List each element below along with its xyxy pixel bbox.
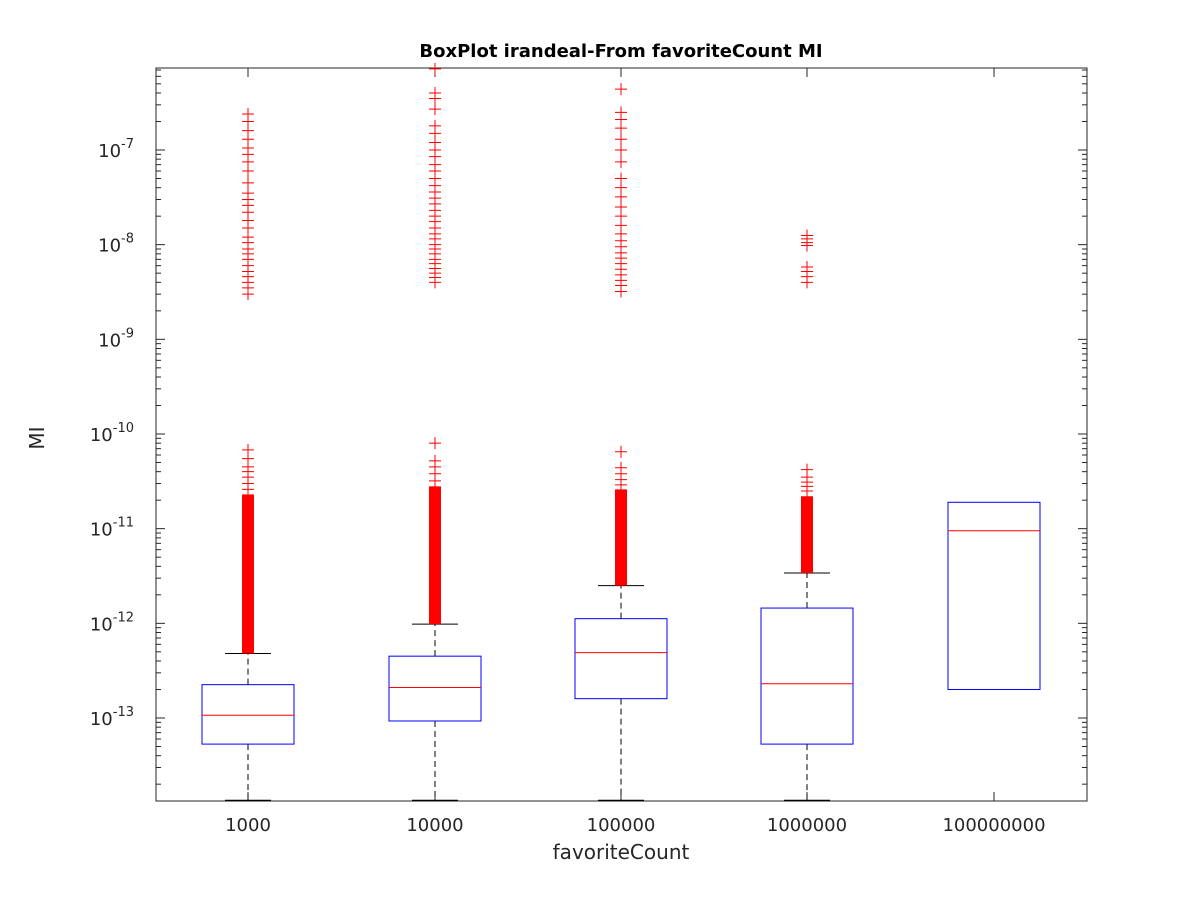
outlier-marker: [615, 144, 627, 156]
outlier-marker: [801, 229, 813, 242]
x-tick-label: 1000000: [767, 815, 847, 836]
outlier-marker: [615, 133, 627, 146]
box: [760, 607, 854, 745]
y-tick-label: 10-9: [98, 326, 134, 351]
box-series: [201, 62, 1041, 802]
outlier-marker: [242, 443, 254, 456]
x-axis-label: favoriteCount: [553, 840, 690, 864]
x-tick-label: 100000000: [942, 815, 1045, 836]
outlier-marker: [429, 454, 441, 467]
outlier-marker: [615, 83, 627, 96]
outlier-band: [801, 496, 813, 574]
outlier-marker: [429, 103, 441, 116]
chart-title: BoxPlot irandeal-From favoriteCount MI: [419, 41, 822, 62]
outlier-band: [242, 494, 254, 654]
outlier-marker: [615, 172, 627, 185]
y-tick-label: 10-11: [90, 516, 134, 541]
outlier-marker: [429, 119, 441, 132]
outlier-marker: [429, 62, 441, 75]
box: [201, 684, 295, 745]
outlier-marker: [615, 461, 627, 474]
outlier-marker: [615, 445, 627, 458]
tick-labels: 10-13 10-12 10-11 10-10 10-9 10-8 10-7 1000 1000…: [90, 137, 1046, 836]
x-tick-label: 100000: [587, 815, 656, 836]
outlier-marker: [615, 106, 627, 119]
y-tick-label: 10-13: [90, 705, 134, 730]
x-tick-label: 1000: [225, 815, 271, 836]
outlier-marker: [801, 463, 813, 476]
outlier-marker: [429, 87, 441, 100]
outlier-marker: [801, 261, 813, 274]
outlier-band: [429, 486, 441, 625]
box: [388, 655, 482, 722]
outlier-marker: [615, 155, 627, 168]
y-tick-label: 10-12: [90, 610, 134, 635]
box: [574, 618, 668, 700]
outlier-marker: [242, 108, 254, 121]
outlier-band: [615, 489, 627, 586]
outlier-marker: [429, 437, 441, 450]
box: [947, 501, 1041, 691]
outlier-marker: [242, 176, 254, 189]
outlier-marker: [615, 200, 627, 213]
outlier-marker: [242, 187, 254, 200]
y-tick-label: 10-10: [90, 421, 134, 446]
x-tick-label: 10000: [406, 815, 463, 836]
y-tick-label: 10-7: [98, 137, 134, 162]
y-axis-label: MI: [25, 426, 49, 449]
y-tick-label: 10-8: [98, 232, 134, 257]
